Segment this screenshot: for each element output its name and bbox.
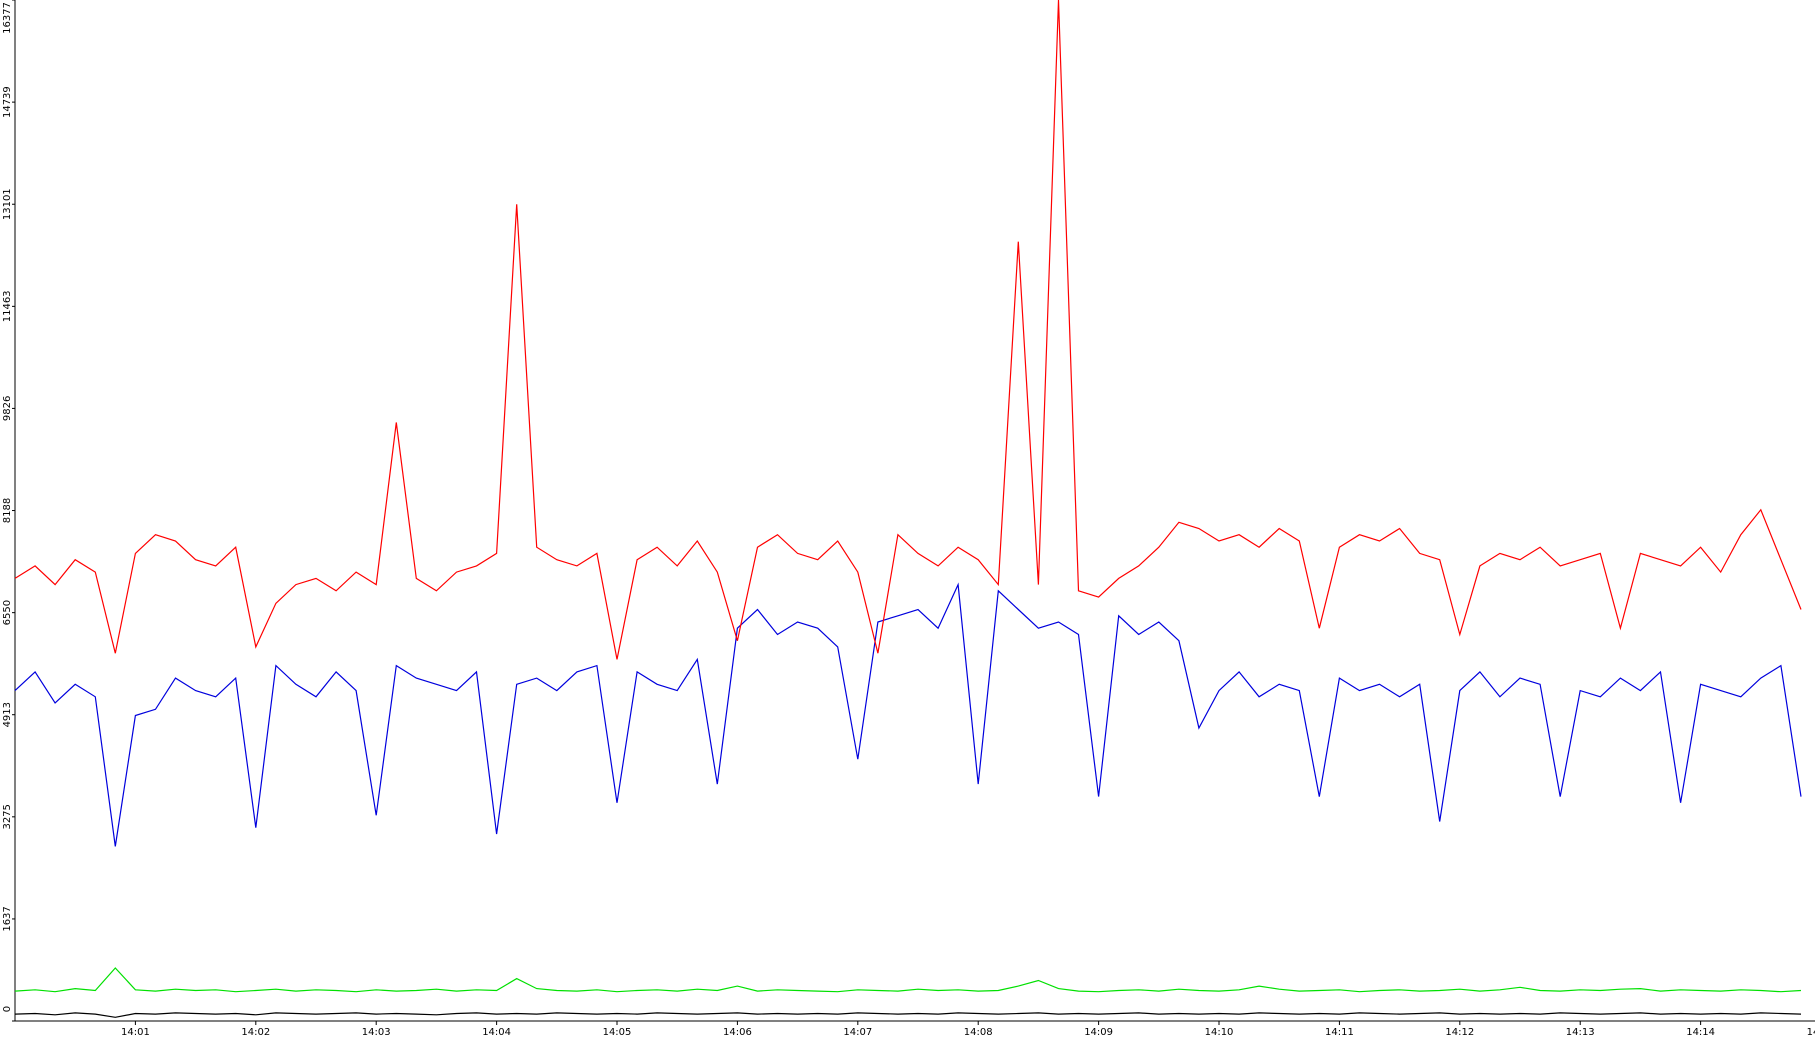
x-tick-label: 14:12 <box>1445 1027 1474 1038</box>
x-tick-label: 14:09 <box>1084 1027 1113 1038</box>
y-tick-label: 16377 <box>2 2 13 34</box>
y-tick-label: 14739 <box>2 86 13 118</box>
y-tick-label: 4913 <box>2 702 13 727</box>
series-line <box>14 0 1802 660</box>
x-tick-label: 14:02 <box>241 1027 270 1038</box>
x-tick-label: 14:08 <box>964 1027 993 1038</box>
x-tick-label: 14:04 <box>482 1027 511 1038</box>
x-tick-label: 14:15 <box>1807 1027 1815 1038</box>
x-tick-label: 14:10 <box>1205 1027 1234 1038</box>
x-tick-label: 14:13 <box>1566 1027 1595 1038</box>
x-tick-label: 14:03 <box>362 1027 391 1038</box>
y-tick-label: 8188 <box>2 498 13 523</box>
x-tick-label: 14:05 <box>603 1027 632 1038</box>
y-tick-label: 1637 <box>2 906 13 931</box>
y-tick-label: 11463 <box>2 290 13 322</box>
series-line <box>14 1012 1802 1018</box>
x-tick-label: 14:14 <box>1686 1027 1715 1038</box>
y-tick-label: 13101 <box>2 188 13 220</box>
x-tick-label: 14:07 <box>843 1027 872 1038</box>
x-tick-label: 14:06 <box>723 1027 752 1038</box>
series-line <box>14 967 1802 993</box>
series-line <box>14 582 1802 847</box>
x-tick-label: 14:11 <box>1325 1027 1354 1038</box>
y-tick-label: 9826 <box>2 396 13 421</box>
x-tick-label: 14:01 <box>121 1027 150 1038</box>
y-tick-label: 3275 <box>2 804 13 829</box>
y-tick-label: 6550 <box>2 600 13 625</box>
y-tick-label: 0 <box>2 1006 13 1012</box>
